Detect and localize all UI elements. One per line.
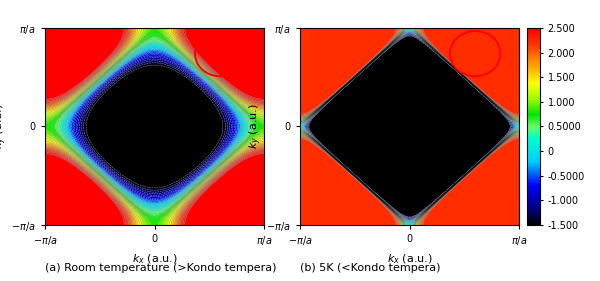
Y-axis label: $k_y$ (a.u.): $k_y$ (a.u.) [247,104,263,149]
Text: (a) Room temperature (>Kondo tempera): (a) Room temperature (>Kondo tempera) [45,262,277,273]
Text: (b) 5K (<Kondo tempera): (b) 5K (<Kondo tempera) [300,262,440,273]
X-axis label: $k_x$ (a.u.): $k_x$ (a.u.) [386,252,433,266]
Y-axis label: $k_y$ (a.u.): $k_y$ (a.u.) [0,104,8,149]
X-axis label: $k_x$ (a.u.): $k_x$ (a.u.) [131,252,178,266]
